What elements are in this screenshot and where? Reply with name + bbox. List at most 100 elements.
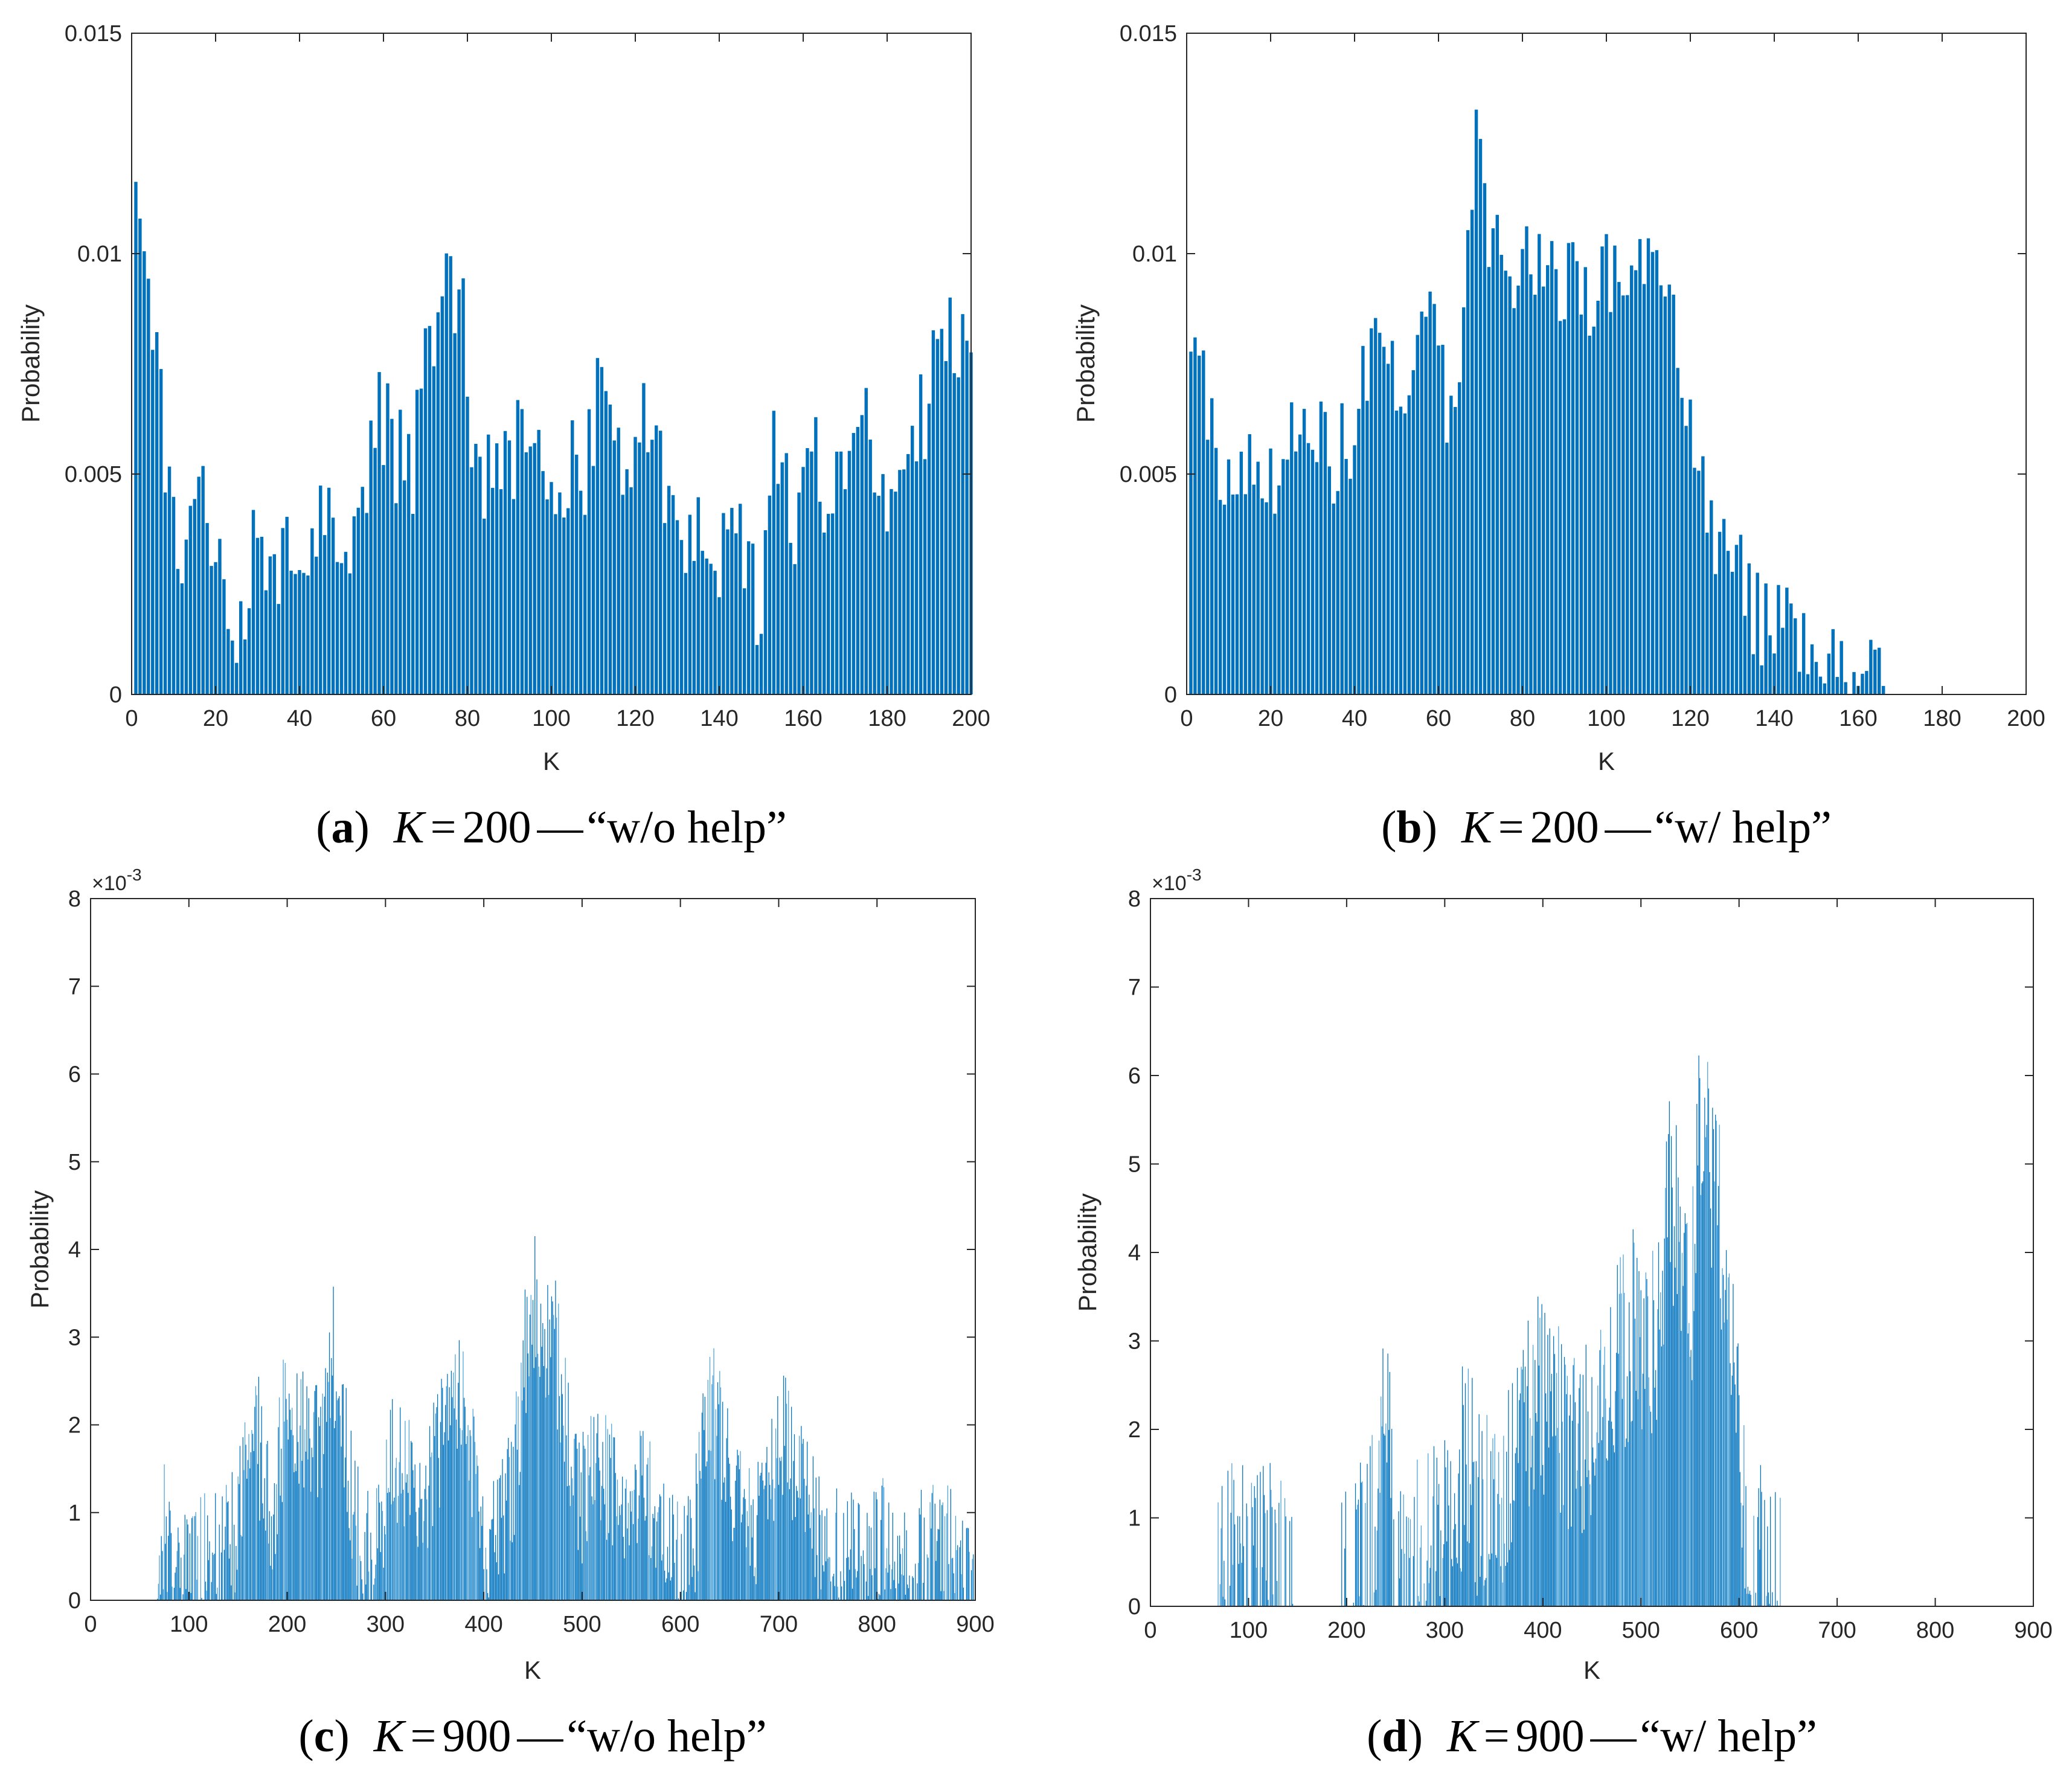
bar-c: [373, 1585, 374, 1600]
bar-c: [317, 1497, 318, 1600]
bar-a: [239, 601, 243, 694]
bar-c: [956, 1550, 957, 1600]
x-tick-label-d: 800: [1916, 1618, 1954, 1643]
bar-d: [1669, 1101, 1670, 1606]
bar-d: [1391, 1429, 1393, 1606]
bar-c: [234, 1592, 236, 1600]
bar-b: [1743, 615, 1747, 694]
bar-c: [663, 1483, 664, 1600]
bar-c: [778, 1484, 780, 1600]
bar-c: [272, 1569, 273, 1600]
bar-d: [1460, 1568, 1461, 1606]
bar-c: [481, 1525, 483, 1600]
bar-c: [260, 1442, 261, 1600]
bar-a: [868, 439, 872, 694]
bar-b: [1478, 139, 1483, 695]
bar-a: [655, 425, 658, 694]
bar-d: [1388, 1429, 1390, 1606]
bar-d: [1718, 1185, 1719, 1606]
bar-c: [717, 1382, 719, 1600]
bar-d: [1611, 1422, 1612, 1606]
bar-b: [1718, 531, 1722, 694]
bar-c: [165, 1516, 167, 1600]
bar-b: [1357, 408, 1361, 694]
bar-a: [755, 645, 759, 694]
bar-c: [318, 1417, 319, 1600]
bar-a: [746, 541, 751, 694]
bar-c: [378, 1484, 379, 1600]
bar-c: [941, 1505, 943, 1600]
bar-a: [776, 484, 780, 694]
bar-a: [709, 563, 713, 694]
bar-c: [929, 1502, 931, 1600]
bar-b: [1545, 265, 1550, 694]
bar-b: [1869, 640, 1873, 694]
bar-d: [1481, 1431, 1483, 1606]
bar-c: [293, 1472, 295, 1600]
bar-a: [490, 487, 495, 694]
y-axis-label-d: Probability: [1073, 1193, 1102, 1312]
bar-a: [235, 662, 239, 694]
y-tick-label-c: 1: [68, 1501, 81, 1526]
bar-c: [652, 1513, 653, 1600]
bar-c: [265, 1530, 266, 1600]
bar-b: [1491, 228, 1495, 694]
bar-c: [478, 1511, 480, 1600]
bar-c: [496, 1562, 497, 1600]
bar-d: [1668, 1133, 1669, 1606]
bar-c: [388, 1487, 389, 1600]
bar-c: [212, 1552, 213, 1600]
bar-c: [694, 1592, 696, 1600]
x-tick-label-c: 800: [858, 1612, 896, 1637]
y-tick-label-b: 0.01: [1132, 242, 1177, 267]
bar-c: [798, 1435, 800, 1600]
bar-a: [310, 528, 314, 694]
bar-a: [155, 332, 159, 694]
bar-d: [1454, 1493, 1455, 1606]
bar-a: [167, 466, 172, 694]
bar-c: [844, 1580, 845, 1600]
panel-a: 0 20 40 60 80 100 120 140 160 180 200 0 0.005 0.01 0.0…: [16, 21, 990, 853]
bar-d: [1704, 1097, 1705, 1606]
bar-d: [1493, 1479, 1495, 1606]
bar-d: [1706, 1124, 1707, 1606]
bar-b: [1878, 647, 1881, 694]
bar-d: [1266, 1510, 1268, 1606]
bar-b: [1710, 500, 1713, 694]
caption-a: (a) K = 200 —“w/o help”: [316, 802, 787, 853]
bar-b: [1239, 451, 1243, 694]
x-tick-label-b: 40: [1342, 706, 1367, 731]
bar-c: [919, 1508, 920, 1600]
bar-a: [403, 480, 406, 694]
bar-a: [662, 523, 667, 694]
bar-a: [830, 513, 835, 694]
bar-a: [927, 403, 931, 694]
bar-c: [760, 1472, 762, 1600]
bar-b: [1495, 214, 1499, 694]
bar-c: [339, 1416, 341, 1600]
bar-c: [533, 1368, 534, 1600]
bar-c: [835, 1512, 836, 1600]
bar-a: [545, 499, 549, 694]
bar-b: [1672, 294, 1675, 694]
panel-d: 0 100 200 300 400 500 600 700 800 900 0 1 2 3 4 5 6 7 8 ×10…: [1073, 865, 2053, 1762]
bar-c: [336, 1400, 338, 1600]
bar-c: [237, 1476, 239, 1600]
bar-c: [962, 1521, 963, 1600]
x-tick-label-b: 20: [1258, 706, 1283, 731]
bar-d: [1725, 1250, 1727, 1606]
bar-c: [290, 1429, 292, 1600]
bar-c: [887, 1573, 888, 1600]
bar-a: [919, 374, 923, 694]
bar-c: [487, 1592, 489, 1600]
bar-b: [1319, 401, 1323, 694]
bar-a: [608, 404, 612, 694]
bar-c: [540, 1303, 542, 1600]
bar-c: [609, 1434, 611, 1600]
bar-a: [931, 330, 935, 694]
bar-c: [562, 1394, 563, 1600]
bar-a: [541, 471, 545, 694]
bar-c: [952, 1557, 954, 1600]
bar-b: [1596, 300, 1600, 694]
bar-a: [742, 588, 746, 694]
